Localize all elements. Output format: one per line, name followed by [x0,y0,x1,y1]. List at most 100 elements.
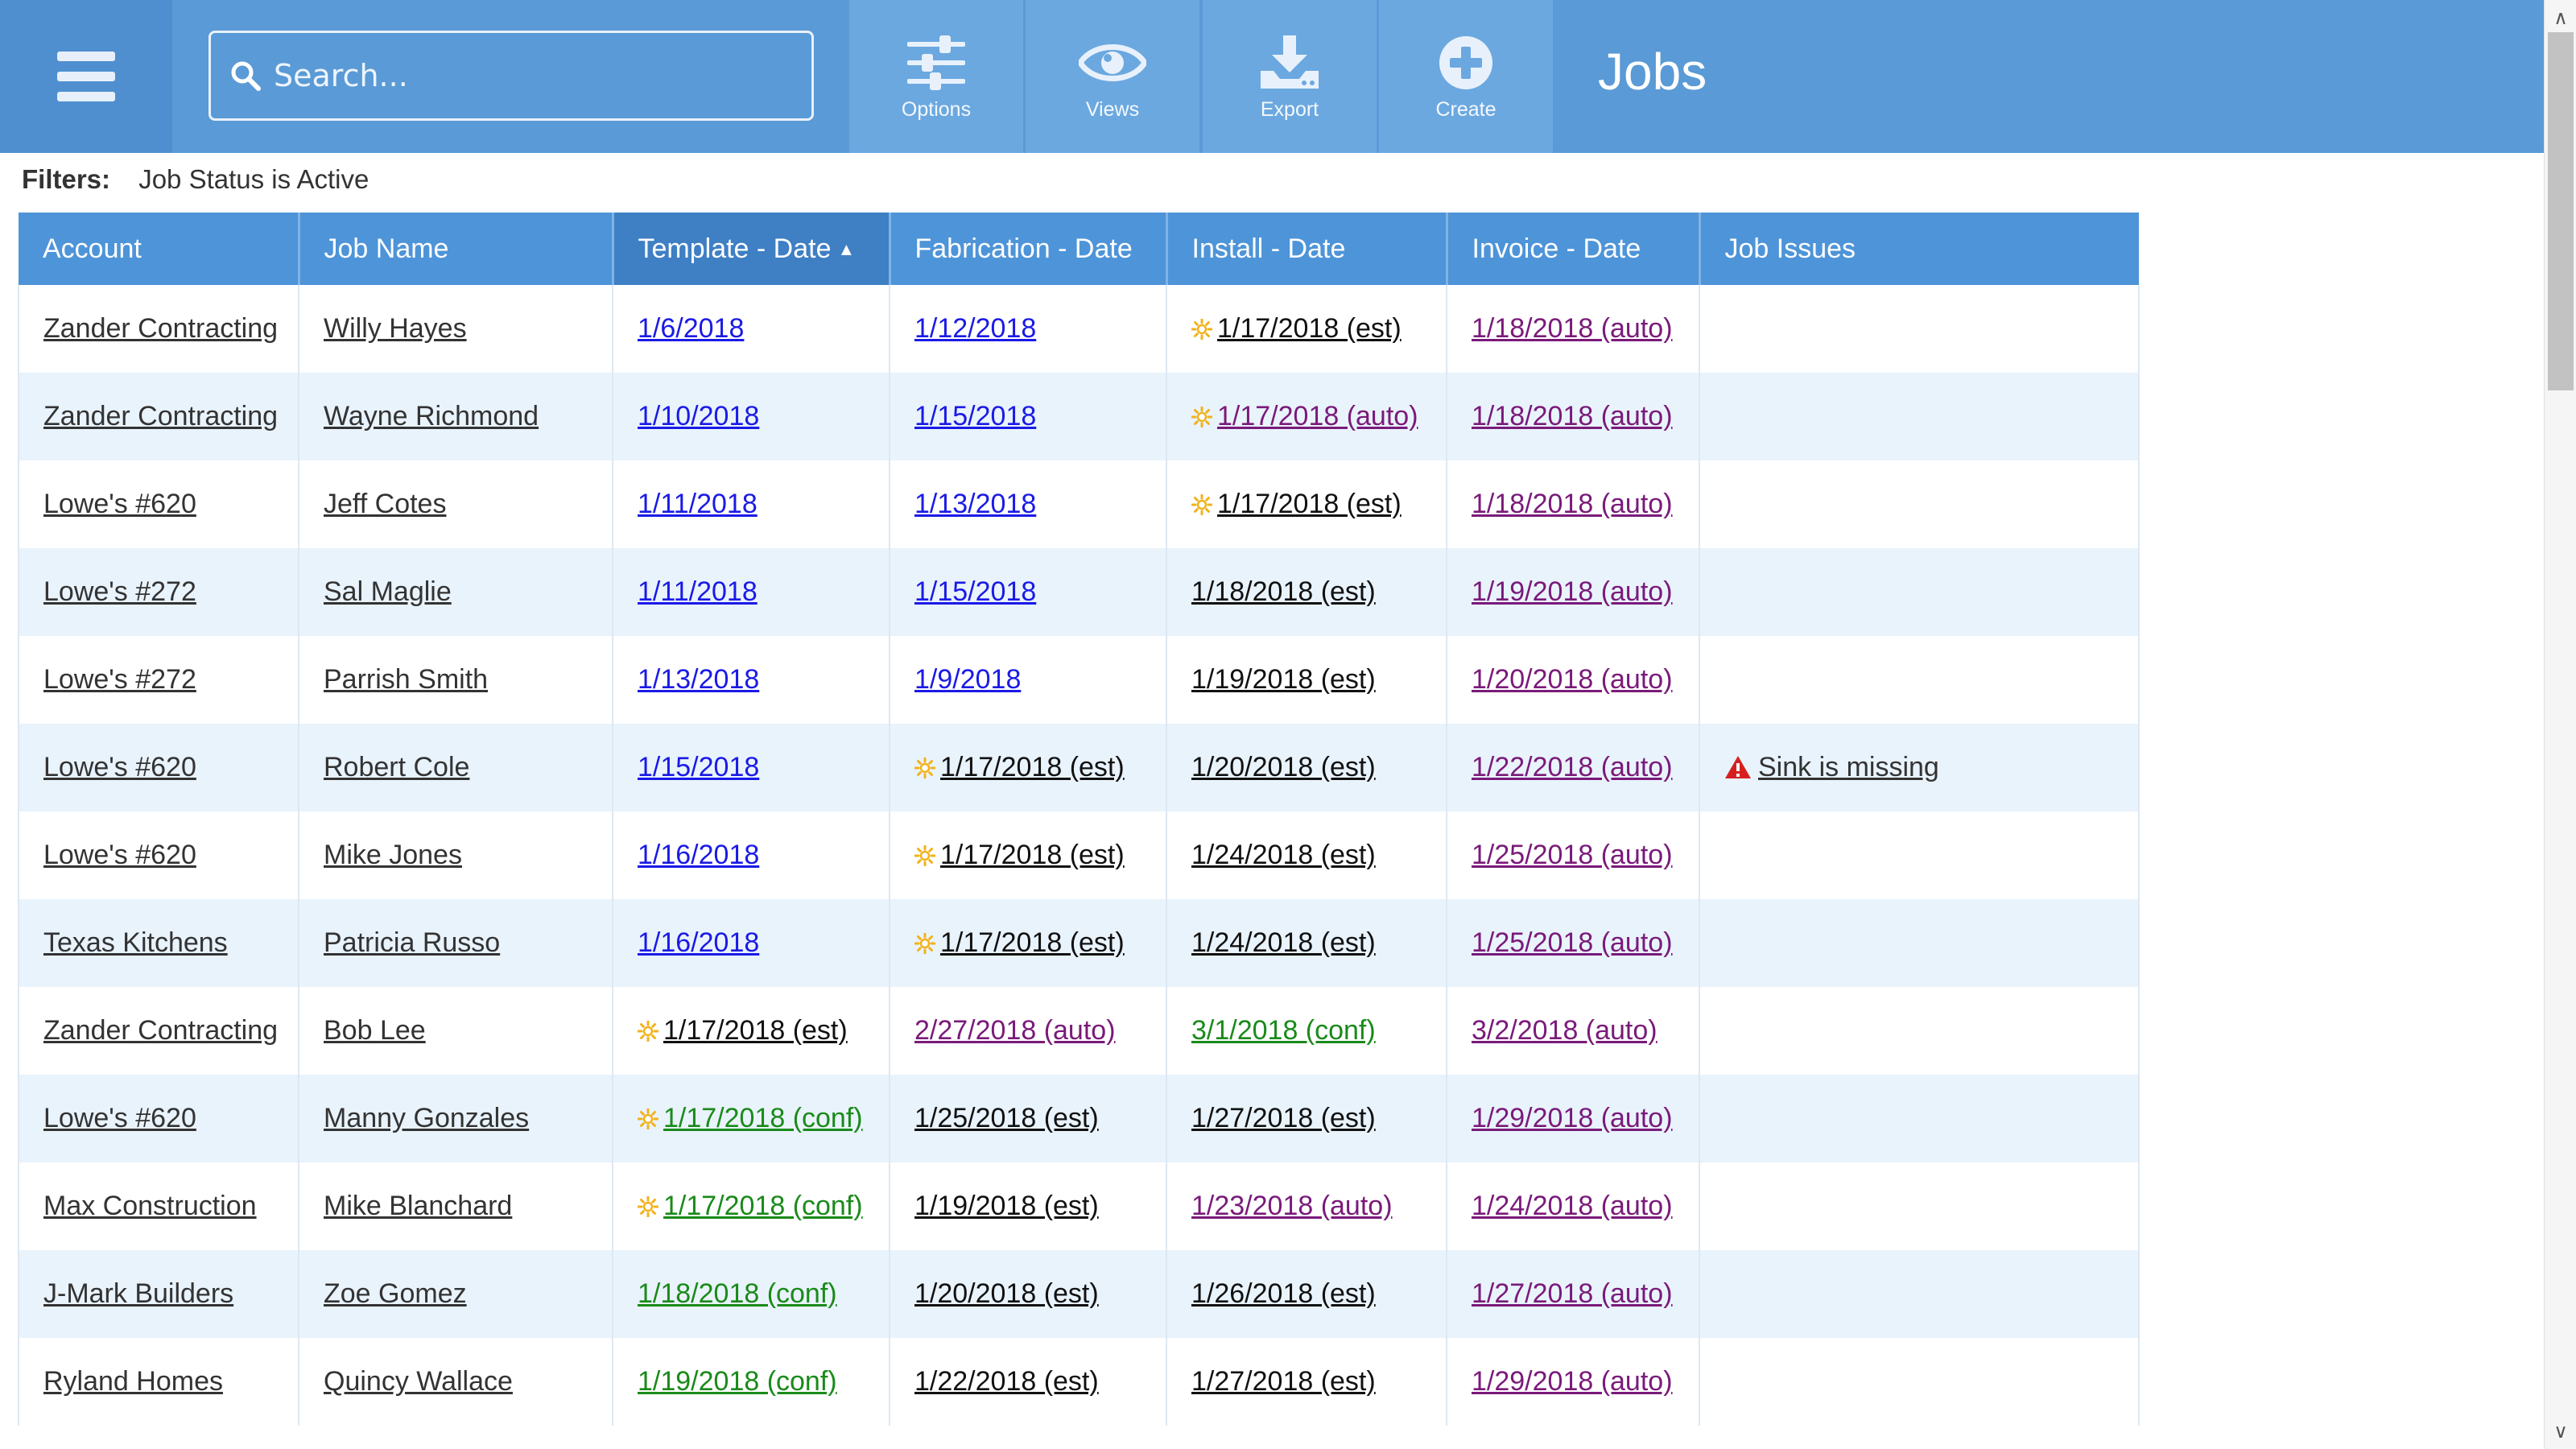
template-date-link[interactable]: 1/17/2018 (conf) [663,1191,863,1221]
invoice-date-link[interactable]: 1/25/2018 (auto) [1472,927,1673,958]
install-date-link[interactable]: 1/24/2018 (est) [1191,840,1376,870]
fabrication-date-link[interactable]: 1/15/2018 [914,576,1037,607]
column-header-job-issues[interactable]: Job Issues [1699,213,2139,285]
invoice-date-link[interactable]: 1/27/2018 (auto) [1472,1278,1673,1309]
install-date-link[interactable]: 1/26/2018 (est) [1191,1278,1376,1309]
invoice-date-link[interactable]: 1/24/2018 (auto) [1472,1191,1673,1221]
column-header-account[interactable]: Account [19,213,300,285]
invoice-date-link[interactable]: 1/22/2018 (auto) [1472,752,1673,782]
search-input[interactable] [272,57,791,94]
account-link[interactable]: Lowe's #272 [43,664,196,695]
install-date-link[interactable]: 1/19/2018 (est) [1191,664,1376,695]
column-header-invoice-date[interactable]: Invoice - Date [1447,213,1701,285]
invoice-date-link[interactable]: 3/2/2018 (auto) [1472,1015,1657,1046]
job-name-link[interactable]: Mike Blanchard [324,1191,513,1221]
menu-button[interactable] [0,0,172,153]
job-issue-link[interactable]: Sink is missing [1758,752,1939,782]
install-date-link[interactable]: 1/17/2018 (auto) [1217,401,1418,431]
template-date-link[interactable]: 1/16/2018 [638,840,760,870]
filters-value[interactable]: Job Status is Active [138,164,369,194]
invoice-date-link[interactable]: 1/18/2018 (auto) [1472,401,1673,431]
fabrication-date-link[interactable]: 2/27/2018 (auto) [914,1015,1116,1046]
template-date-link[interactable]: 1/16/2018 [638,927,760,958]
create-button[interactable]: Create [1379,0,1553,153]
job-name-link[interactable]: Zoe Gomez [324,1278,467,1309]
account-link[interactable]: Lowe's #272 [43,576,196,607]
invoice-date-link[interactable]: 1/18/2018 (auto) [1472,313,1673,344]
vertical-scrollbar[interactable]: ∧ ∨ [2544,0,2576,1449]
job-name-link[interactable]: Quincy Wallace [324,1366,513,1397]
install-date-link[interactable]: 1/27/2018 (est) [1191,1366,1376,1397]
account-link[interactable]: Lowe's #620 [43,752,196,782]
template-date-link[interactable]: 1/17/2018 (est) [663,1015,848,1046]
scroll-down-icon[interactable]: ∨ [2553,1420,2568,1443]
install-date-link[interactable]: 3/1/2018 (conf) [1191,1015,1376,1046]
column-header-template-date[interactable]: Template - Date ▲ [613,213,891,285]
job-name-link[interactable]: Robert Cole [324,752,470,782]
job-name-link[interactable]: Bob Lee [324,1015,426,1046]
job-issues-cell [1699,1338,2140,1426]
install-date-link[interactable]: 1/24/2018 (est) [1191,927,1376,958]
install-date-link[interactable]: 1/20/2018 (est) [1191,752,1376,782]
warning-icon [1725,756,1751,778]
template-date-link[interactable]: 1/15/2018 [638,752,760,782]
fabrication-date-link[interactable]: 1/20/2018 (est) [914,1278,1099,1309]
invoice-date-link[interactable]: 1/18/2018 (auto) [1472,489,1673,519]
fabrication-date-cell: 1/17/2018 (est) [890,899,1167,987]
fabrication-date-link[interactable]: 1/17/2018 (est) [940,927,1125,958]
account-link[interactable]: Zander Contracting [43,401,279,431]
fabrication-date-link[interactable]: 1/17/2018 (est) [940,752,1125,782]
invoice-date-link[interactable]: 1/29/2018 (auto) [1472,1103,1673,1133]
account-link[interactable]: J-Mark Builders [43,1278,234,1309]
fabrication-date-link[interactable]: 1/9/2018 [914,664,1022,695]
scroll-up-icon[interactable]: ∧ [2553,6,2568,29]
fabrication-date-link[interactable]: 1/15/2018 [914,401,1037,431]
account-link[interactable]: Lowe's #620 [43,1103,196,1133]
options-button[interactable]: Options [849,0,1023,153]
template-date-link[interactable]: 1/10/2018 [638,401,760,431]
template-date-link[interactable]: 1/13/2018 [638,664,760,695]
job-name-link[interactable]: Mike Jones [324,840,462,870]
job-name-link[interactable]: Parrish Smith [324,664,489,695]
invoice-date-link[interactable]: 1/29/2018 (auto) [1472,1366,1673,1397]
invoice-date-link[interactable]: 1/25/2018 (auto) [1472,840,1673,870]
job-name-link[interactable]: Willy Hayes [324,313,467,344]
account-link[interactable]: Lowe's #620 [43,840,196,870]
fabrication-date-link[interactable]: 1/25/2018 (est) [914,1103,1099,1133]
fabrication-date-link[interactable]: 1/17/2018 (est) [940,840,1125,870]
job-name-link[interactable]: Manny Gonzales [324,1103,530,1133]
account-link[interactable]: Zander Contracting [43,313,279,344]
fabrication-date-link[interactable]: 1/13/2018 [914,489,1037,519]
column-header-job-name[interactable]: Job Name [299,213,614,285]
template-date-link[interactable]: 1/18/2018 (conf) [638,1278,837,1309]
fabrication-date-link[interactable]: 1/12/2018 [914,313,1037,344]
invoice-date-link[interactable]: 1/20/2018 (auto) [1472,664,1673,695]
account-link[interactable]: Max Construction [43,1191,257,1221]
invoice-date-link[interactable]: 1/19/2018 (auto) [1472,576,1673,607]
install-date-link[interactable]: 1/23/2018 (auto) [1191,1191,1393,1221]
account-link[interactable]: Zander Contracting [43,1015,279,1046]
install-date-link[interactable]: 1/27/2018 (est) [1191,1103,1376,1133]
column-header-install-date[interactable]: Install - Date [1166,213,1448,285]
job-name-link[interactable]: Wayne Richmond [324,401,539,431]
template-date-link[interactable]: 1/6/2018 [638,313,745,344]
install-date-link[interactable]: 1/18/2018 (est) [1191,576,1376,607]
template-date-link[interactable]: 1/19/2018 (conf) [638,1366,837,1397]
scroll-thumb[interactable] [2548,32,2574,390]
fabrication-date-link[interactable]: 1/22/2018 (est) [914,1366,1099,1397]
fabrication-date-link[interactable]: 1/19/2018 (est) [914,1191,1099,1221]
job-name-link[interactable]: Patricia Russo [324,927,501,958]
template-date-link[interactable]: 1/11/2018 [638,576,758,607]
template-date-link[interactable]: 1/17/2018 (conf) [663,1103,863,1133]
account-link[interactable]: Ryland Homes [43,1366,223,1397]
export-button[interactable]: Export [1203,0,1377,153]
template-date-link[interactable]: 1/11/2018 [638,489,758,519]
job-name-link[interactable]: Sal Maglie [324,576,452,607]
account-link[interactable]: Texas Kitchens [43,927,228,958]
views-button[interactable]: Views [1026,0,1199,153]
install-date-link[interactable]: 1/17/2018 (est) [1217,313,1402,344]
install-date-link[interactable]: 1/17/2018 (est) [1217,489,1402,519]
job-name-link[interactable]: Jeff Cotes [324,489,447,519]
account-link[interactable]: Lowe's #620 [43,489,196,519]
column-header-fabrication-date[interactable]: Fabrication - Date [890,213,1168,285]
